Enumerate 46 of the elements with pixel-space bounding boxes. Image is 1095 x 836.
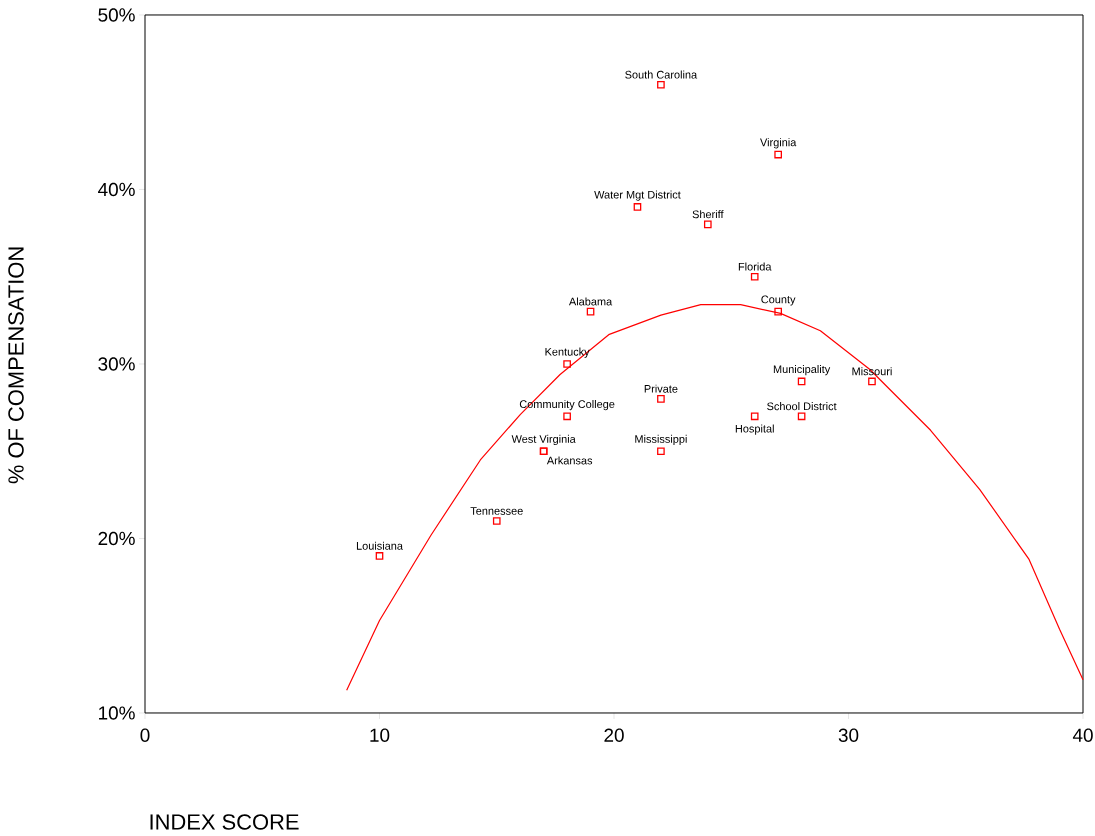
annotation: Private xyxy=(644,384,678,393)
annotation: Mississippi xyxy=(635,434,687,446)
y-tick-label: 30% xyxy=(98,357,135,371)
point xyxy=(774,307,782,316)
point xyxy=(492,517,501,525)
y-tick-label: 10% xyxy=(99,706,135,720)
point xyxy=(750,412,759,421)
point xyxy=(868,377,876,386)
point xyxy=(563,360,571,368)
annotation: West Virginia xyxy=(511,434,576,446)
annotation: Virginia xyxy=(760,138,797,149)
point xyxy=(774,150,782,159)
annotation: Hospital xyxy=(735,424,774,435)
point xyxy=(633,203,642,211)
annotation: Louisiana xyxy=(356,541,403,550)
x-tick-label: 40 xyxy=(1072,728,1093,742)
annotation: Tennessee xyxy=(470,507,523,515)
point xyxy=(797,412,806,421)
annotation: Arkansas xyxy=(546,456,593,465)
annotation: Sheriff xyxy=(692,210,724,219)
annotation: Municipality xyxy=(773,365,831,376)
annotation: County xyxy=(761,295,796,306)
x-axis-title: INDEX SCORE xyxy=(150,814,299,830)
annotation: School District xyxy=(767,402,837,411)
y-tick-label: 40% xyxy=(98,182,135,197)
point xyxy=(657,80,665,89)
point xyxy=(586,307,595,316)
y-axis-title: % OF COMPENSATION xyxy=(8,247,24,484)
annotation: South Carolina xyxy=(625,70,698,79)
point xyxy=(375,552,384,560)
x-tick-label: 20 xyxy=(604,728,624,742)
annotation: Florida xyxy=(738,262,772,271)
x-tick-label: 30 xyxy=(838,728,859,742)
point xyxy=(563,412,571,421)
point xyxy=(703,220,712,229)
y-tick-label: 50% xyxy=(98,8,135,22)
point xyxy=(797,377,806,386)
x-tick-label: 0 xyxy=(140,728,150,742)
annotation: Alabama xyxy=(568,297,613,306)
x-tick-label: 10 xyxy=(370,728,390,742)
annotation: Water Mgt District xyxy=(594,190,681,201)
y-tick-label: 20% xyxy=(98,531,135,546)
point xyxy=(657,395,665,403)
point xyxy=(657,447,665,456)
point xyxy=(750,272,759,281)
line-series xyxy=(346,304,1084,691)
